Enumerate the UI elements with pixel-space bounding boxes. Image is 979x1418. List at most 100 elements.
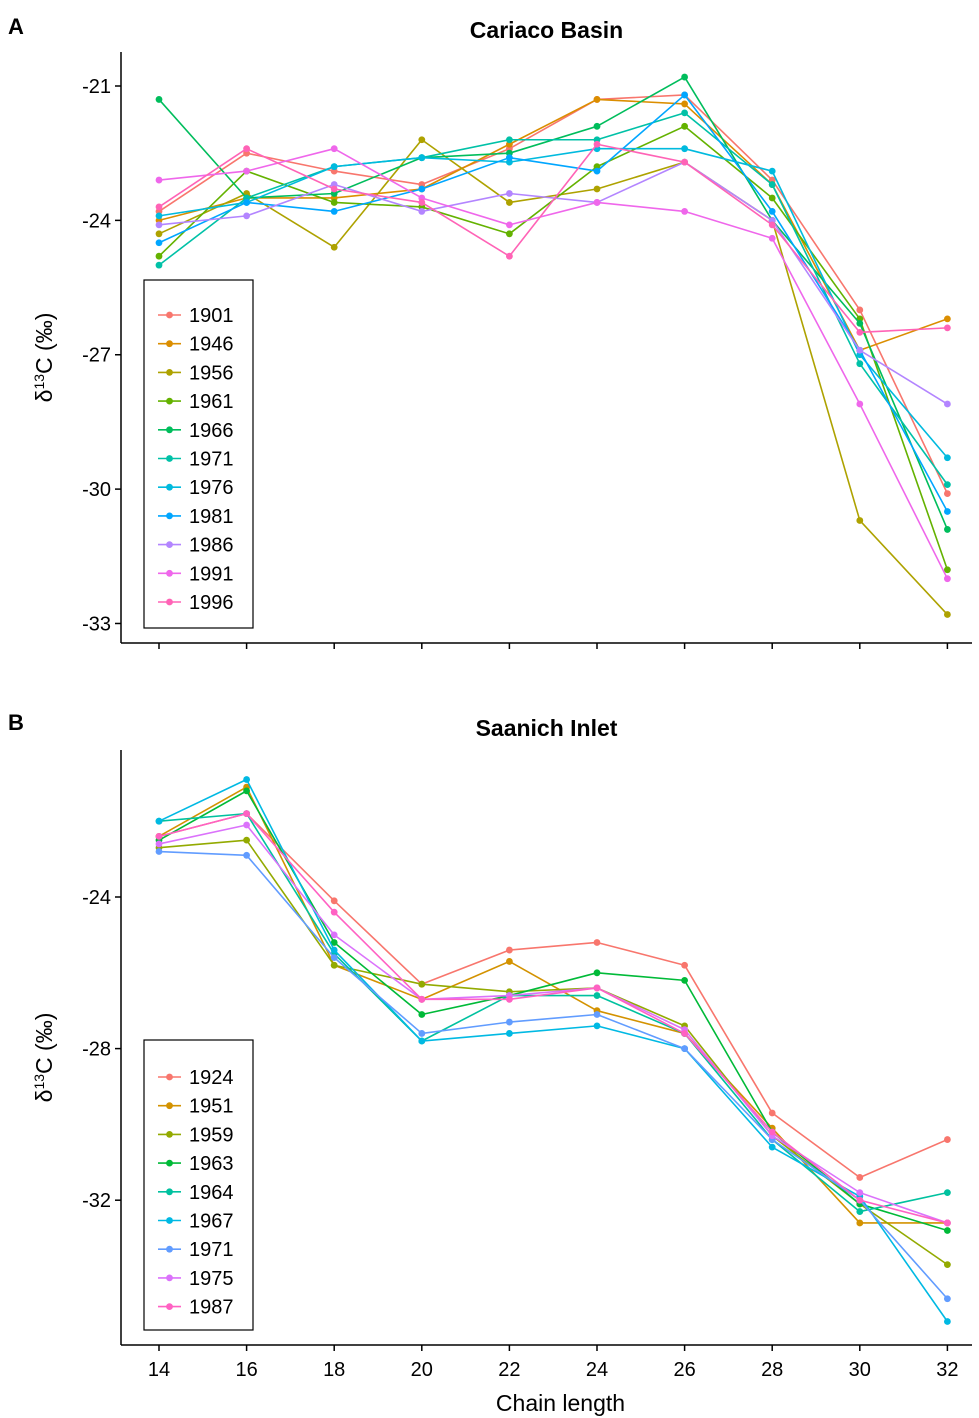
data-point [155, 96, 163, 103]
data-point [243, 199, 251, 206]
data-point [330, 199, 338, 206]
data-point [243, 145, 251, 153]
data-point [155, 212, 163, 220]
data-point [506, 958, 513, 965]
data-point [944, 1227, 951, 1234]
data-point [768, 1143, 776, 1151]
data-point [944, 1189, 951, 1197]
data-point [155, 252, 163, 260]
data-point [243, 836, 251, 844]
data-point [944, 611, 951, 618]
series-1996 [155, 140, 951, 336]
data-point [155, 176, 163, 184]
data-point [856, 400, 864, 408]
series-line [158, 112, 949, 486]
legend-label: 1986 [189, 535, 234, 557]
data-point [681, 100, 688, 108]
data-point [856, 306, 864, 314]
legend-label: 1901 [189, 305, 234, 327]
data-point [506, 1018, 513, 1026]
data-point [681, 109, 688, 117]
data-point [944, 575, 951, 583]
series-1976 [155, 145, 951, 462]
series-1959 [155, 836, 951, 1269]
data-point [418, 208, 426, 215]
data-point [681, 976, 688, 984]
data-point [330, 897, 338, 905]
y-tick-label: -21 [82, 76, 111, 98]
data-point [330, 939, 338, 946]
legend-key-point [166, 369, 173, 376]
data-point [768, 1128, 776, 1136]
legend-key-point [166, 311, 173, 319]
data-point [506, 154, 513, 162]
data-point [506, 995, 513, 1003]
data-point [768, 1109, 776, 1117]
series-line [158, 94, 949, 494]
legend-label: 1967 [189, 1211, 234, 1233]
series-line [158, 824, 948, 1224]
legend-label: 1961 [189, 391, 234, 413]
data-point [506, 230, 513, 238]
data-point [418, 1011, 426, 1018]
legend-key-point [166, 1303, 173, 1310]
data-point [944, 1219, 951, 1227]
data-point [856, 1196, 864, 1204]
data-point [330, 208, 338, 215]
y-axis-title: δ13C (‰) [31, 313, 57, 403]
data-point [593, 939, 601, 946]
data-point [681, 961, 688, 969]
legend-key-point [166, 483, 173, 491]
data-point [418, 1037, 426, 1045]
data-point [155, 840, 163, 848]
data-point [330, 931, 338, 939]
chart-panel-a: A Cariaco Basin -21 -24 -27 -30 -33 δ13C (‰) 190… [8, 14, 972, 649]
data-point [856, 319, 864, 327]
series-line [158, 147, 949, 580]
data-point [768, 167, 776, 175]
series-line [158, 94, 949, 512]
legend-key-point [166, 340, 173, 348]
x-axis-title: Chain length [496, 1390, 625, 1416]
legend: 1901 1946 1956 1961 1966 1971 1976 1981 1986 1991… [143, 279, 254, 629]
x-tick-label: 20 [411, 1359, 433, 1381]
data-point [155, 817, 163, 825]
x-tick-label: 22 [498, 1359, 520, 1381]
data-point [506, 199, 513, 206]
series-line [158, 839, 948, 1266]
series-line [158, 790, 948, 1232]
y-axis-title-unit: C (‰) [31, 313, 57, 374]
legend-label: 1996 [189, 592, 234, 614]
data-point [944, 566, 951, 574]
series-1963 [155, 787, 951, 1234]
data-point [944, 454, 951, 462]
legend-label: 1966 [189, 420, 234, 442]
legend-label: 1956 [189, 362, 234, 384]
legend-key-point [166, 1102, 173, 1110]
x-tick-label: 26 [673, 1359, 695, 1381]
y-tick-label: -24 [82, 210, 111, 232]
data-point [944, 490, 951, 497]
legend-key-point [166, 1245, 173, 1253]
data-point [681, 208, 688, 215]
data-point [330, 961, 338, 969]
legend-label: 1959 [189, 1124, 234, 1146]
data-point [506, 946, 513, 954]
legend: 1924 1951 1959 1963 1964 1967 1971 1975 1987 [143, 1039, 254, 1331]
data-point [593, 185, 601, 193]
y-axis-title-delta: δ [31, 1090, 57, 1103]
y-tick-label: -32 [82, 1190, 111, 1212]
data-point [681, 145, 688, 153]
data-point [330, 908, 338, 916]
y-tick-label: -27 [82, 345, 111, 367]
panel-label: B [8, 710, 24, 735]
data-point [944, 508, 951, 515]
chart-title: Saanich Inlet [476, 715, 618, 741]
data-point [944, 324, 951, 332]
data-point [856, 328, 864, 336]
data-point [593, 969, 601, 977]
data-point [856, 1189, 864, 1197]
data-point [243, 787, 251, 795]
chart-panel-b: B Saanich Inlet -24 -28 -32 14 16 18 20 22 24 26 28 3… [8, 710, 972, 1416]
